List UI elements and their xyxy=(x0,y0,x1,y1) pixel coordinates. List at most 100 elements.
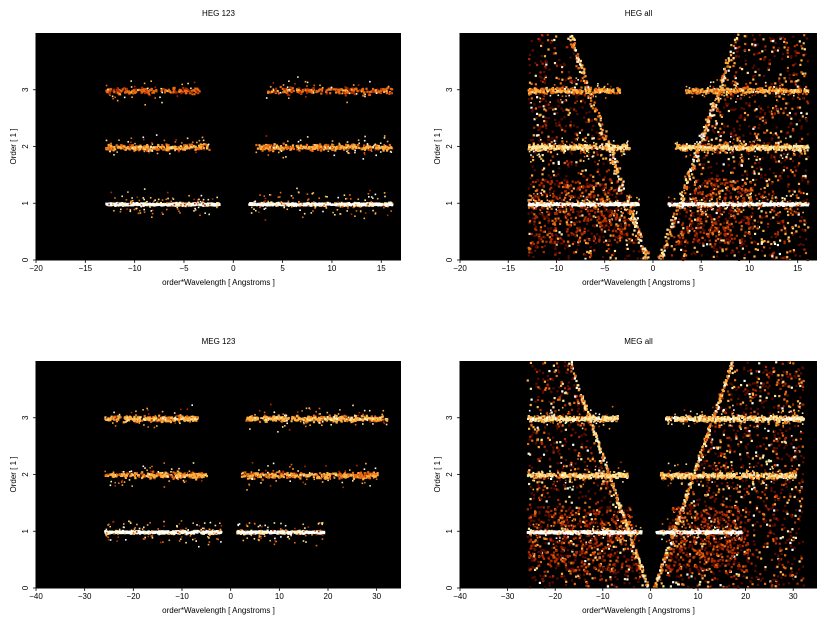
heatmap-cell xyxy=(280,150,283,152)
heatmap-cell xyxy=(721,84,724,87)
heatmap-cell xyxy=(338,143,341,146)
heatmap-cell xyxy=(636,217,639,220)
heatmap-cell xyxy=(696,250,699,253)
heatmap-cell xyxy=(740,107,743,110)
y-tick-label: 3 xyxy=(21,87,30,92)
heatmap-cell xyxy=(554,52,557,55)
heatmap-cell xyxy=(380,89,383,92)
heatmap-cell xyxy=(564,125,567,128)
heatmap-cell xyxy=(310,212,313,214)
heatmap-cell xyxy=(742,199,745,202)
heatmap-cell xyxy=(146,91,149,94)
heatmap-cell xyxy=(335,89,338,92)
heatmap-cell xyxy=(751,227,754,230)
heatmap-cell xyxy=(537,199,540,203)
heatmap-cell xyxy=(713,131,716,134)
heatmap-cell xyxy=(634,241,637,244)
heatmap-cell xyxy=(569,224,572,227)
heatmap-cell xyxy=(145,87,148,91)
heatmap-cell xyxy=(589,215,592,218)
heatmap-cell xyxy=(312,86,315,90)
heatmap-cell xyxy=(597,168,600,171)
heatmap-cell xyxy=(587,154,591,157)
heatmap-cell xyxy=(314,206,317,208)
heatmap-cell xyxy=(334,214,336,216)
heatmap-cell xyxy=(550,179,553,183)
heatmap-cell xyxy=(143,92,147,95)
heatmap-cell xyxy=(189,204,192,207)
heatmap-cell xyxy=(211,198,214,200)
heatmap-cell xyxy=(731,152,734,155)
heatmap-cell xyxy=(129,209,132,211)
heatmap-cell xyxy=(730,233,733,236)
heatmap-cell xyxy=(279,196,281,198)
heatmap-cell xyxy=(152,203,155,206)
heatmap-cell xyxy=(738,163,741,166)
heatmap-cell xyxy=(612,162,615,165)
heatmap-cell xyxy=(733,188,736,191)
heatmap-cell xyxy=(756,43,759,46)
heatmap-cell xyxy=(544,104,547,107)
heatmap-cell xyxy=(569,39,572,42)
heatmap-cell xyxy=(307,204,310,207)
heatmap-cell xyxy=(589,209,592,212)
heatmap-cell xyxy=(166,202,168,204)
heatmap-cell xyxy=(775,108,778,111)
heatmap-cell xyxy=(569,79,572,82)
heatmap-cell xyxy=(739,97,742,100)
heatmap-cell xyxy=(753,109,757,112)
heatmap-cell xyxy=(619,232,622,235)
heatmap-cell xyxy=(327,146,330,148)
heatmap-cell xyxy=(533,103,536,106)
heatmap-cell xyxy=(327,203,330,206)
heatmap-cell xyxy=(599,184,602,187)
heatmap-cell xyxy=(531,196,534,199)
heatmap-cell xyxy=(281,148,284,151)
heatmap-cell xyxy=(307,90,311,93)
heatmap-cell xyxy=(737,55,740,58)
heatmap-cell xyxy=(668,229,671,232)
heatmap-cell xyxy=(577,241,580,244)
heatmap-cell xyxy=(562,198,566,201)
heatmap-cell xyxy=(283,88,286,91)
heatmap-cell xyxy=(683,208,686,211)
heatmap-cell xyxy=(717,210,720,213)
heatmap-cell xyxy=(620,223,623,226)
heatmap-cell xyxy=(712,245,715,248)
heatmap-cell xyxy=(786,166,789,170)
heatmap-cell xyxy=(713,178,716,182)
heatmap-cell xyxy=(764,84,768,87)
heatmap-cell xyxy=(531,165,534,168)
heatmap-cell xyxy=(634,238,638,241)
heatmap-cell xyxy=(547,221,550,224)
heatmap-cell xyxy=(342,202,345,205)
heatmap-cell xyxy=(547,39,550,42)
heatmap-cell xyxy=(623,228,626,231)
heatmap-cell xyxy=(534,200,538,203)
heatmap-cell xyxy=(136,196,139,199)
heatmap-cell xyxy=(186,146,189,149)
heatmap-cell xyxy=(628,241,631,244)
heatmap-cell xyxy=(785,41,788,44)
heatmap-cell xyxy=(194,145,197,148)
heatmap-cell xyxy=(783,46,786,49)
heatmap-cell xyxy=(533,223,536,226)
heatmap-cell xyxy=(265,204,268,207)
heatmap-cell xyxy=(175,147,178,150)
heatmap-cell xyxy=(574,93,578,96)
heatmap-cell xyxy=(794,211,798,214)
heatmap-cell xyxy=(136,203,139,206)
heatmap-cell xyxy=(133,146,136,149)
heatmap-cell xyxy=(740,188,743,191)
heatmap-cell xyxy=(554,118,557,121)
heatmap-cell xyxy=(375,154,377,157)
heatmap-cell xyxy=(531,180,535,184)
heatmap-cell xyxy=(156,152,159,155)
heatmap-cell xyxy=(690,212,694,215)
heatmap-cell xyxy=(802,200,805,203)
heatmap-cell xyxy=(550,232,553,236)
heatmap-cell xyxy=(798,190,801,193)
heatmap-cell xyxy=(692,176,695,179)
heatmap-cell xyxy=(540,149,543,152)
heatmap-cell xyxy=(740,114,743,117)
